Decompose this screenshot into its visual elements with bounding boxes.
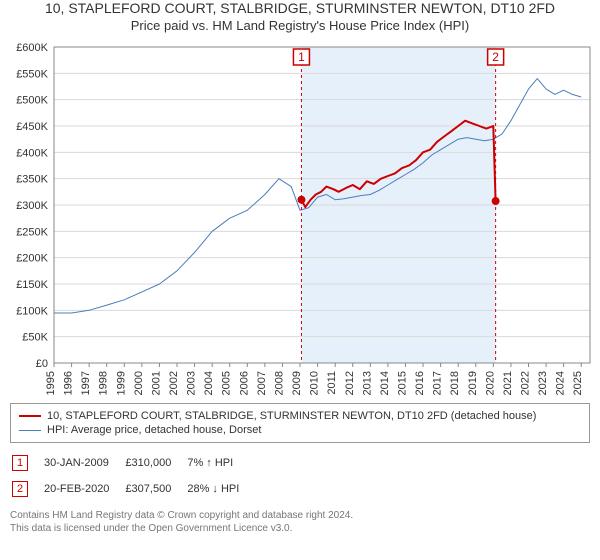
legend-label: 10, STAPLEFORD COURT, STALBRIDGE, STURMI… (47, 410, 536, 422)
svg-text:£500K: £500K (16, 95, 48, 107)
marker-num-cell: 2 (12, 477, 42, 501)
svg-text:2024: 2024 (555, 371, 567, 395)
svg-text:2001: 2001 (150, 371, 162, 395)
svg-text:£300K: £300K (16, 200, 48, 212)
marker-delta: 7% ↑ HPI (187, 451, 253, 475)
legend-swatch (19, 415, 41, 417)
footer-line: This data is licensed under the Open Gov… (10, 522, 590, 535)
marker-delta: 28% ↓ HPI (187, 477, 253, 501)
price-chart: £0 £50K £100K £150K £200K £250K £300K £350K £400… (0, 33, 600, 403)
marker-date: 30-JAN-2009 (44, 451, 123, 475)
footer-line: Contains HM Land Registry data © Crown c… (10, 509, 590, 522)
svg-text:1998: 1998 (98, 371, 110, 395)
svg-text:2011: 2011 (326, 371, 338, 395)
marker-price: £310,000 (125, 451, 185, 475)
svg-text:£150K: £150K (16, 279, 48, 291)
svg-text:2021: 2021 (502, 371, 514, 395)
svg-text:2003: 2003 (186, 371, 198, 395)
svg-text:£0: £0 (36, 358, 48, 370)
svg-text:2006: 2006 (238, 371, 250, 395)
svg-text:2002: 2002 (168, 371, 180, 395)
svg-text:1997: 1997 (80, 371, 92, 395)
svg-text:2008: 2008 (273, 371, 285, 395)
chart-legend: 10, STAPLEFORD COURT, STALBRIDGE, STURMI… (10, 403, 590, 443)
marker-num-cell: 1 (12, 451, 42, 475)
legend-item: HPI: Average price, detached house, Dors… (19, 424, 581, 436)
svg-text:£600K: £600K (16, 42, 48, 54)
legend-item: 10, STAPLEFORD COURT, STALBRIDGE, STURMI… (19, 410, 581, 422)
svg-text:2019: 2019 (467, 371, 479, 395)
svg-text:2010: 2010 (309, 371, 321, 395)
svg-text:£200K: £200K (16, 253, 48, 265)
svg-text:2: 2 (492, 50, 499, 64)
legend-label: HPI: Average price, detached house, Dors… (47, 424, 261, 436)
svg-text:2018: 2018 (449, 371, 461, 395)
svg-text:£50K: £50K (22, 332, 48, 344)
svg-text:2017: 2017 (432, 371, 444, 395)
svg-text:£400K: £400K (16, 147, 48, 159)
svg-text:2025: 2025 (572, 371, 584, 395)
marker-price: £307,500 (125, 477, 185, 501)
chart-svg: £0 £50K £100K £150K £200K £250K £300K £350K £400… (0, 33, 600, 403)
transactions-table: 1 30-JAN-2009£310,0007% ↑ HPI 2 20-FEB-2020… (10, 449, 255, 503)
table-row: 2 20-FEB-2020£307,50028% ↓ HPI (12, 477, 253, 501)
svg-text:1: 1 (298, 50, 305, 64)
svg-text:2000: 2000 (133, 371, 145, 395)
svg-text:£100K: £100K (16, 305, 48, 317)
marker-number-icon: 1 (12, 455, 28, 471)
svg-text:£450K: £450K (16, 121, 48, 133)
svg-text:2012: 2012 (344, 371, 356, 395)
page-subtitle: Price paid vs. HM Land Registry's House … (0, 18, 600, 33)
svg-text:2020: 2020 (484, 371, 496, 395)
page-title: 10, STAPLEFORD COURT, STALBRIDGE, STURMI… (0, 0, 600, 16)
svg-text:£350K: £350K (16, 174, 48, 186)
svg-text:£250K: £250K (16, 226, 48, 238)
svg-text:£550K: £550K (16, 68, 48, 80)
svg-text:2005: 2005 (221, 371, 233, 395)
legend-swatch (19, 430, 41, 431)
svg-text:2023: 2023 (537, 371, 549, 395)
svg-text:2015: 2015 (396, 371, 408, 395)
svg-text:2007: 2007 (256, 371, 268, 395)
svg-text:2009: 2009 (291, 371, 303, 395)
svg-text:1999: 1999 (115, 371, 127, 395)
table-row: 1 30-JAN-2009£310,0007% ↑ HPI (12, 451, 253, 475)
marker-number-icon: 2 (12, 481, 28, 497)
marker-date: 20-FEB-2020 (44, 477, 123, 501)
svg-text:2016: 2016 (414, 371, 426, 395)
svg-text:2004: 2004 (203, 371, 215, 395)
svg-text:1995: 1995 (45, 371, 57, 395)
attribution-footer: Contains HM Land Registry data © Crown c… (10, 509, 590, 535)
svg-text:2022: 2022 (519, 371, 531, 395)
svg-text:1996: 1996 (63, 371, 75, 395)
svg-text:2014: 2014 (379, 371, 391, 395)
svg-text:2013: 2013 (361, 371, 373, 395)
